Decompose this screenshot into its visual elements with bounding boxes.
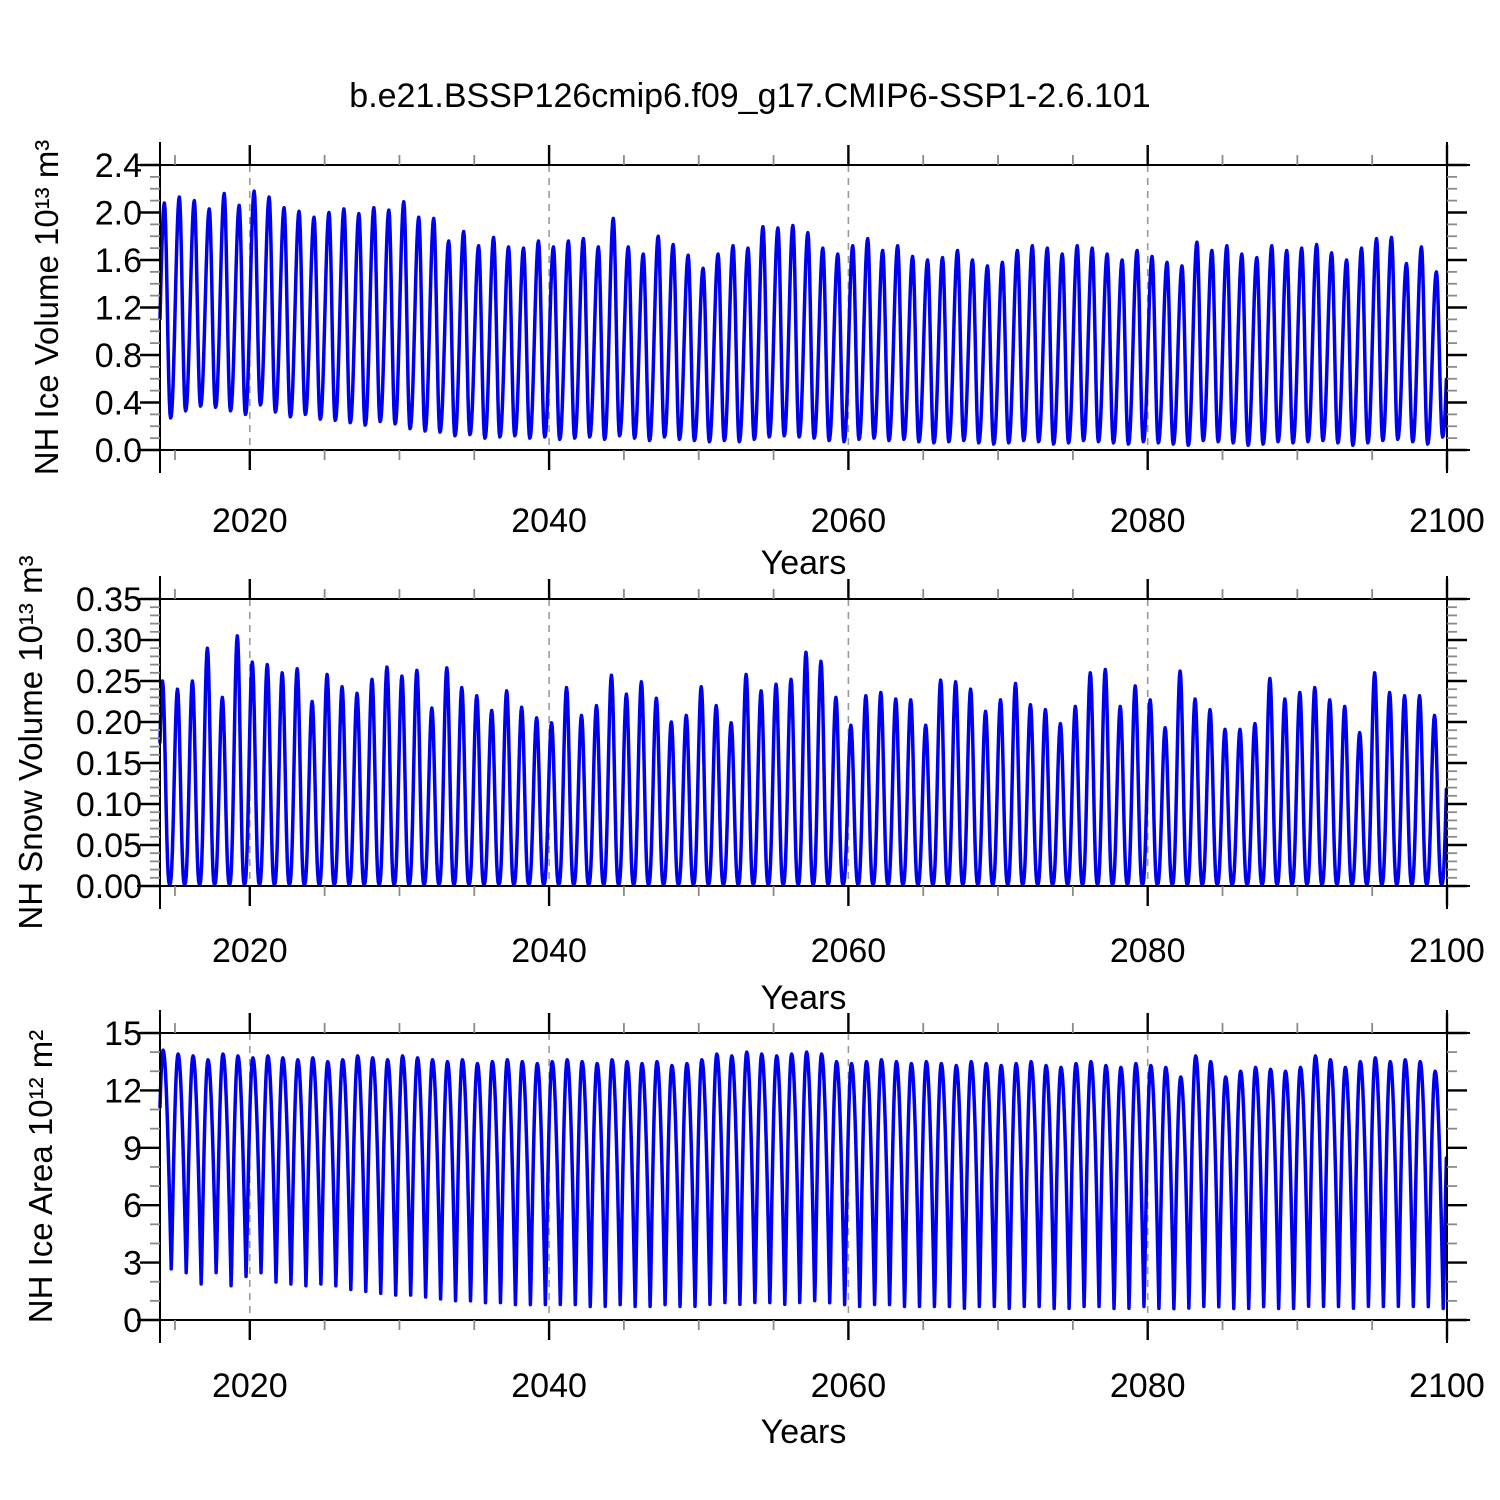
x-tick-label: 2040 <box>511 502 587 540</box>
y-tick-label: 0.20 <box>76 704 142 742</box>
data-line <box>158 1048 1449 1311</box>
x-tick-label: 2060 <box>811 932 887 970</box>
y-tick-label: 0.0 <box>95 432 142 470</box>
y-axis-title: NH Snow Volume 10¹³ m³ <box>12 555 49 929</box>
y-tick-label: 0 <box>123 1302 142 1340</box>
chart-panels: 2020 2040 2060 2080 2100 0.0 0.4 0.8 1.2 1.6 2.0 2.… <box>12 140 1485 1451</box>
y-axis-title: NH Ice Area 10¹² m² <box>22 1030 59 1323</box>
chart-panel: 2020 2040 2060 2080 2100 0.0 0.4 0.8 1.2 1.6 2.0 2.… <box>28 140 1485 582</box>
x-axis-title: Years <box>761 979 847 1017</box>
x-tick-label: 2100 <box>1409 502 1485 540</box>
x-tick-label: 2040 <box>511 1367 587 1405</box>
x-tick-label: 2020 <box>212 502 288 540</box>
y-tick-label: 0.00 <box>76 868 142 906</box>
y-tick-label: 0.10 <box>76 786 142 824</box>
x-tick-label: 2020 <box>212 932 288 970</box>
y-tick-label: 3 <box>123 1245 142 1283</box>
x-tick-label: 2100 <box>1409 932 1485 970</box>
data-line <box>158 189 1449 447</box>
x-tick-label: 2080 <box>1110 932 1186 970</box>
x-tick-label: 2060 <box>811 502 887 540</box>
y-tick-label: 0.30 <box>76 622 142 660</box>
chart-panel: 2020 2040 2060 2080 2100 0.000.050.100.150.20… <box>12 555 1485 1017</box>
y-tick-label: 9 <box>123 1130 142 1168</box>
data-line <box>158 634 1449 887</box>
x-tick-label: 2060 <box>811 1367 887 1405</box>
y-tick-label: 0.8 <box>95 337 142 375</box>
x-axis-title: Years <box>761 1413 847 1451</box>
y-tick-label: 2.4 <box>95 147 142 185</box>
x-tick-label: 2040 <box>511 932 587 970</box>
y-tick-label: 1.6 <box>95 242 142 280</box>
y-tick-label: 0.25 <box>76 663 142 701</box>
x-tick-label: 2080 <box>1110 1367 1186 1405</box>
x-axis-title: Years <box>761 544 847 582</box>
figure-title: b.e21.BSSP126cmip6.f09_g17.CMIP6-SSP1-2.… <box>349 77 1150 115</box>
y-tick-label: 1.2 <box>95 290 142 328</box>
y-tick-label: 12 <box>104 1072 142 1110</box>
x-tick-label: 2100 <box>1409 1367 1485 1405</box>
x-tick-label: 2020 <box>212 1367 288 1405</box>
y-tick-label: 0.35 <box>76 581 142 619</box>
y-tick-label: 2.0 <box>95 195 142 233</box>
y-tick-label: 0.15 <box>76 745 142 783</box>
y-tick-label: 15 <box>104 1015 142 1053</box>
y-tick-label: 0.05 <box>76 827 142 865</box>
chart-panel: 2020 2040 2060 2080 2100 0 3 6 9 12 15 Years NH Ice … <box>22 1010 1485 1451</box>
y-tick-label: 6 <box>123 1187 142 1225</box>
y-tick-label: 0.4 <box>95 385 142 423</box>
x-tick-label: 2080 <box>1110 502 1186 540</box>
y-axis-title: NH Ice Volume 10¹³ m³ <box>28 140 65 476</box>
